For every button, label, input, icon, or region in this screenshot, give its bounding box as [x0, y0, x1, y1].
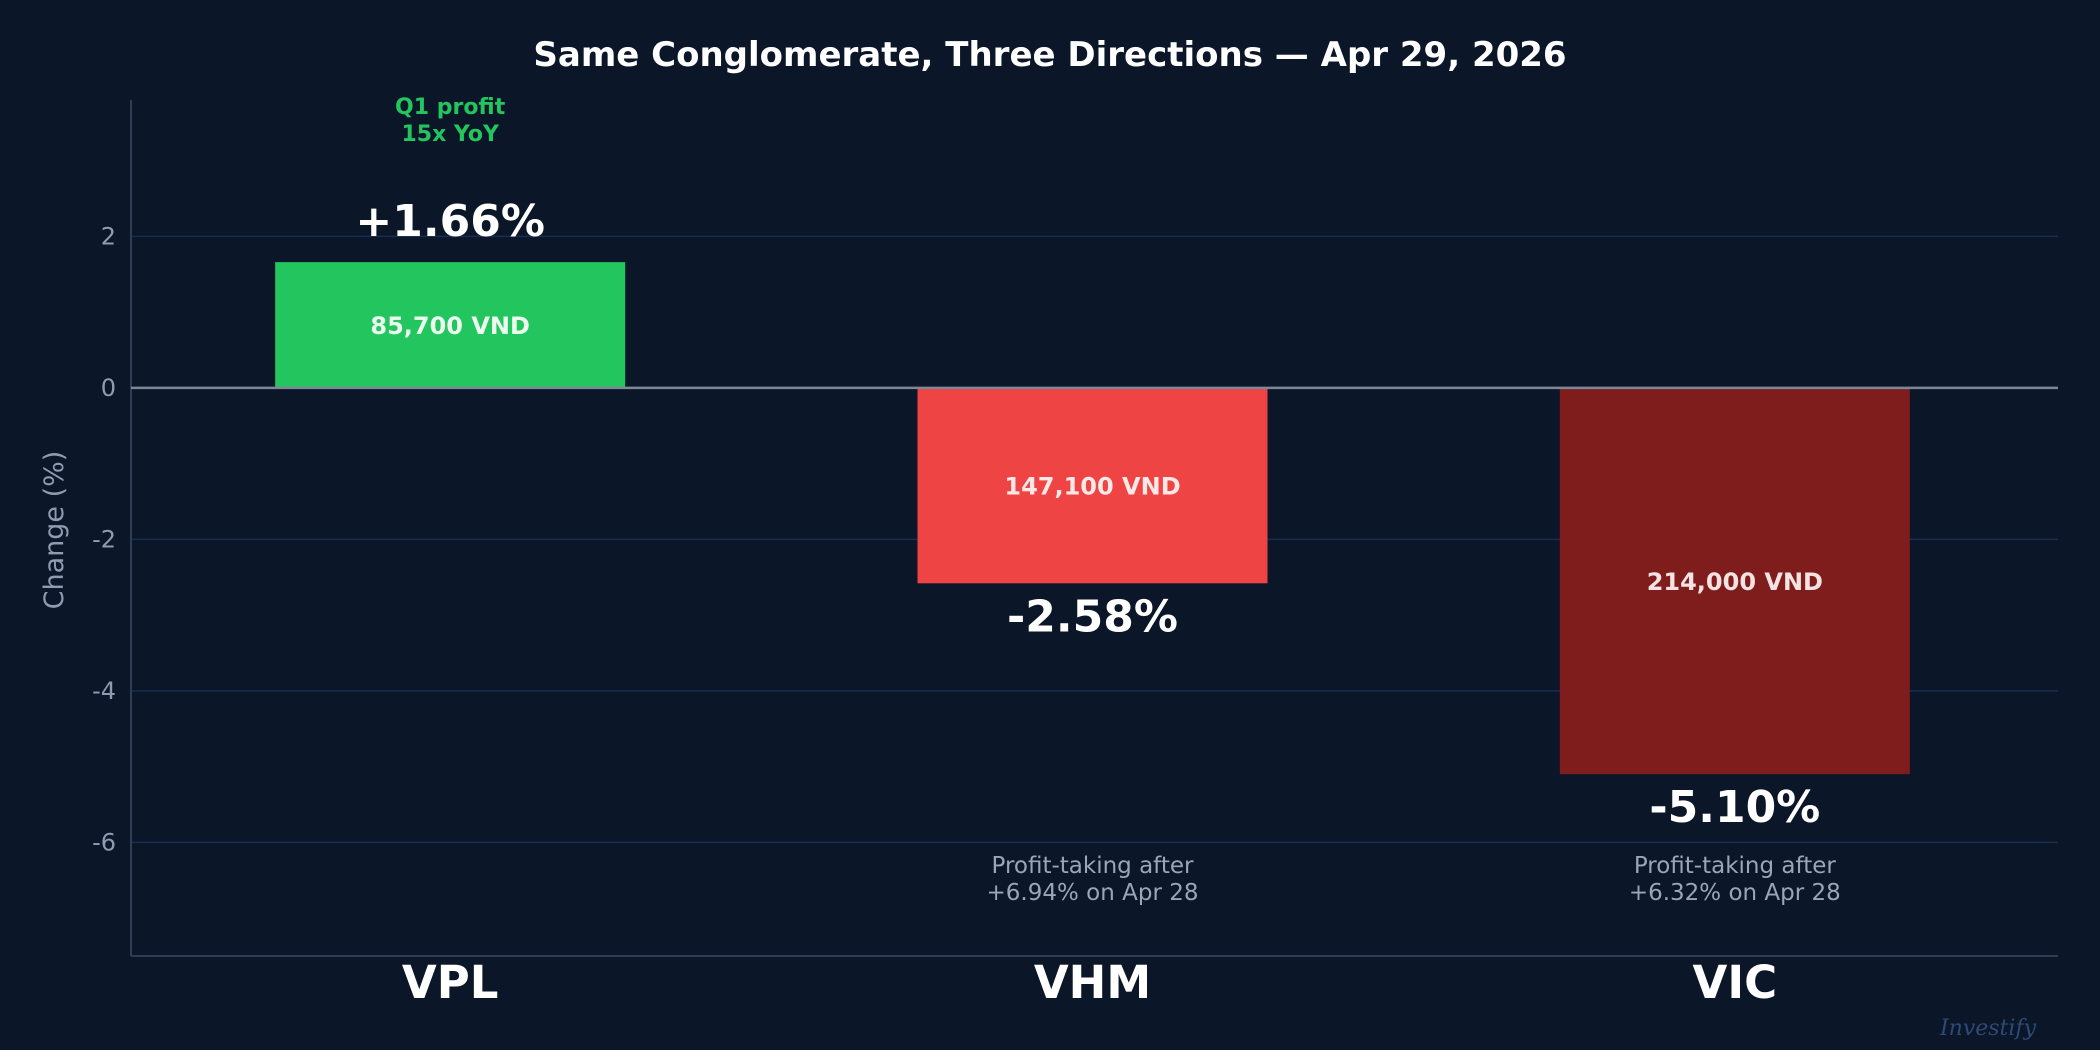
x-tick-label-vic: VIC: [1693, 956, 1778, 1009]
y-tick-labels: 2 0 -2 -4 -6: [92, 222, 116, 856]
annotation-vhm: +6.94% on Apr 28: [987, 880, 1199, 906]
bar-vpl: [275, 262, 626, 388]
bars: [131, 262, 2058, 775]
value-label-vpl: +1.66%: [355, 196, 545, 247]
x-tick-labels: VPL VHM VIC: [402, 956, 1777, 1009]
axes: [130, 100, 2058, 957]
y-axis-label: Change (%): [39, 451, 70, 610]
price-label-vhm: 147,100 VND: [1004, 473, 1180, 501]
annotation-vpl: Q1 profit: [395, 95, 506, 120]
price-label-vic: 214,000 VND: [1647, 568, 1823, 596]
chart-title: Same Conglomerate, Three Directions — Ap…: [533, 35, 1566, 75]
value-label-vic: -5.10%: [1649, 782, 1820, 833]
x-tick-label-vhm: VHM: [1034, 956, 1151, 1009]
value-label-vhm: -2.58%: [1007, 591, 1178, 642]
annotation-vic: +6.32% on Apr 28: [1629, 880, 1841, 906]
annotation-vhm: Profit-taking after: [991, 853, 1194, 879]
price-label-vpl: 85,700 VND: [370, 312, 530, 340]
data-labels: 85,700 VND +1.66% 147,100 VND -2.58% 214,000…: [355, 196, 1823, 833]
x-tick-label-vpl: VPL: [402, 956, 498, 1009]
y-tick-label: 0: [101, 374, 116, 402]
annotation-vpl: 15x YoY: [401, 122, 499, 147]
y-tick-label: -2: [92, 525, 116, 553]
annotation-vic: Profit-taking after: [1634, 853, 1837, 879]
y-tick-label: -4: [92, 677, 116, 705]
bar-vhm: [917, 387, 1268, 584]
y-tick-label: -6: [92, 828, 116, 856]
watermark: Investify: [1939, 1016, 2037, 1041]
y-tick-label: 2: [101, 222, 116, 250]
bar-vic: [1559, 387, 1910, 775]
